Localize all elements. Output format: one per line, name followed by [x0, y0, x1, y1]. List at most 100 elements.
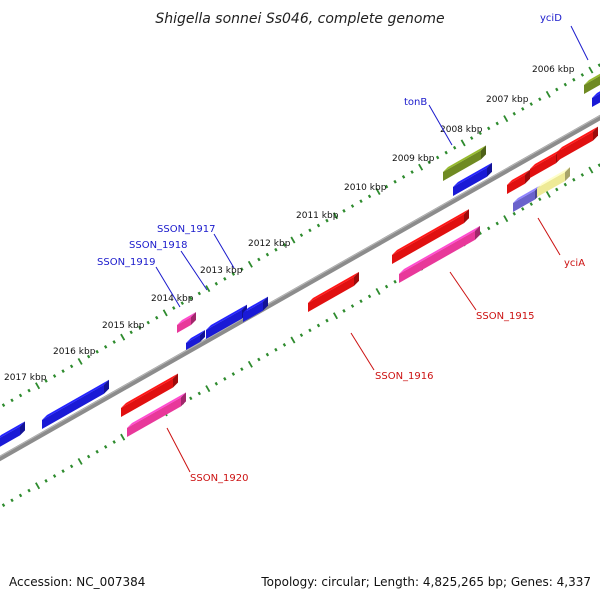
tick-mark — [545, 90, 551, 98]
tick-mark — [155, 315, 159, 320]
gene-block-red — [507, 169, 530, 194]
tick-mark — [95, 449, 99, 454]
tick-mark — [512, 111, 516, 116]
tick-mark — [146, 320, 150, 325]
tick-mark — [240, 267, 244, 272]
tick-mark — [487, 126, 491, 131]
tick-mark — [342, 309, 346, 313]
gene-block-blue — [453, 162, 492, 196]
kbp-label: 2016 kbp — [53, 347, 96, 357]
tick-mark — [77, 357, 83, 365]
tick-mark — [1, 503, 6, 507]
tick-mark — [444, 150, 448, 155]
tick-mark — [231, 372, 236, 376]
tick-mark — [435, 155, 440, 160]
gene-block-blue — [592, 91, 600, 107]
tick-mark — [316, 223, 321, 228]
tick-mark — [401, 175, 406, 179]
tick-mark — [180, 301, 184, 306]
tick-mark — [18, 393, 23, 398]
tick-mark — [521, 207, 525, 211]
tick-mark — [325, 218, 329, 223]
gene-block-blue — [243, 296, 268, 322]
tick-mark — [359, 199, 363, 204]
map-title: Shigella sonnei Ss046, complete genome — [155, 11, 444, 27]
tick-mark — [418, 163, 424, 171]
tick-mark — [112, 440, 116, 444]
tick-mark — [529, 202, 533, 206]
tick-mark — [316, 323, 321, 328]
tick-mark — [563, 182, 568, 187]
tick-mark — [538, 97, 542, 102]
tick-mark — [231, 272, 236, 276]
tick-mark — [521, 107, 525, 111]
tick-mark — [61, 469, 65, 473]
tick-mark — [197, 291, 201, 296]
gene-block-blue — [0, 421, 25, 447]
tick-mark — [580, 173, 585, 177]
tick-mark — [120, 333, 126, 341]
tick-mark — [77, 457, 83, 465]
tick-mark — [282, 343, 287, 347]
gene-label-SSON_1918: SSON_1918 — [129, 240, 188, 251]
tick-mark — [350, 204, 355, 208]
tick-mark — [138, 325, 142, 330]
tick-mark — [393, 279, 397, 284]
kbp-label: 2006 kbp — [532, 65, 575, 75]
kbp-label: 2008 kbp — [440, 125, 483, 135]
tick-mark — [367, 194, 372, 199]
tick-mark — [572, 77, 576, 82]
tick-mark — [588, 166, 594, 174]
kbp-label: 2010 kbp — [344, 183, 387, 193]
gene-block-pink — [399, 225, 480, 283]
tick-mark — [10, 498, 14, 503]
outer-tick-track — [1, 63, 600, 407]
tick-mark — [257, 357, 261, 362]
tick-mark — [247, 260, 253, 268]
tick-mark — [299, 233, 304, 238]
tick-mark — [290, 336, 296, 344]
tick-mark — [69, 364, 74, 369]
gene-label-tonB: tonB — [404, 97, 427, 108]
tick-mark — [1, 403, 6, 407]
gene-block-olive — [584, 73, 600, 94]
kbp-label: 2011 kbp — [296, 211, 339, 221]
tick-mark — [572, 177, 576, 182]
tick-mark — [35, 382, 41, 390]
tick-mark — [384, 284, 389, 289]
tick-mark — [375, 187, 381, 195]
tick-mark — [265, 352, 270, 357]
kbp-label: 2012 kbp — [248, 239, 291, 249]
tick-mark — [247, 360, 253, 368]
tick-mark — [214, 281, 219, 286]
tick-mark — [103, 345, 108, 349]
tick-mark — [172, 306, 176, 310]
tick-mark — [274, 347, 278, 352]
tick-mark — [325, 318, 329, 323]
gene-label-SSON_1915: SSON_1915 — [476, 311, 535, 322]
tick-mark — [257, 257, 261, 262]
genome-backbone — [0, 114, 600, 462]
tick-mark — [545, 190, 551, 198]
tick-mark — [205, 385, 211, 393]
tick-mark — [308, 328, 312, 333]
gene-block-red — [308, 271, 359, 312]
tick-mark — [427, 160, 431, 165]
tick-mark — [563, 82, 568, 87]
gene-block-pink — [127, 392, 186, 437]
gene-label-SSON_1917: SSON_1917 — [157, 224, 216, 235]
tick-mark — [555, 87, 559, 92]
tick-mark — [214, 381, 219, 386]
tick-mark — [265, 252, 270, 257]
tick-mark — [529, 102, 533, 106]
tick-mark — [375, 287, 381, 295]
tick-mark — [189, 296, 193, 301]
tick-mark — [69, 464, 74, 469]
tick-mark — [538, 197, 542, 202]
gene-block-blue — [186, 330, 205, 350]
tick-mark — [162, 309, 168, 317]
gene-block-red — [557, 126, 598, 161]
tick-mark — [487, 226, 491, 231]
tick-mark — [393, 179, 397, 184]
